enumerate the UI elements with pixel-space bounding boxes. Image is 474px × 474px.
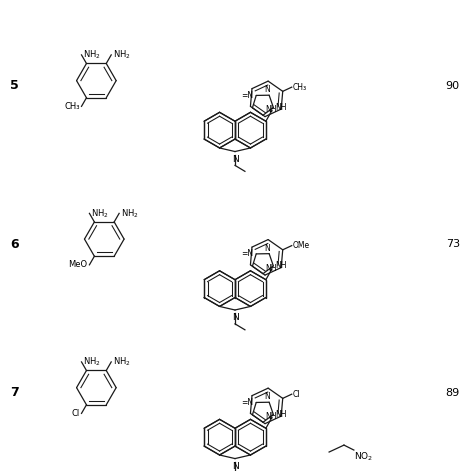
Text: CH₃: CH₃ xyxy=(293,82,307,91)
Text: NO$_2$: NO$_2$ xyxy=(354,451,373,463)
Text: Cl: Cl xyxy=(71,409,80,418)
Text: N: N xyxy=(232,462,238,471)
Text: NH$_2$: NH$_2$ xyxy=(91,207,109,219)
Text: =N: =N xyxy=(241,398,253,407)
Text: N: N xyxy=(232,155,238,164)
Text: 90: 90 xyxy=(446,81,460,91)
Text: =N: =N xyxy=(241,91,253,100)
Text: =N: =N xyxy=(241,249,253,258)
Text: NH: NH xyxy=(275,103,287,112)
Text: NH$_2$: NH$_2$ xyxy=(83,356,100,368)
Text: NH: NH xyxy=(265,264,276,273)
Text: Cl: Cl xyxy=(293,390,300,399)
Text: N: N xyxy=(232,313,238,322)
Text: NH: NH xyxy=(265,412,276,421)
Text: 73: 73 xyxy=(446,239,460,249)
Text: NH$_2$: NH$_2$ xyxy=(120,207,138,219)
Text: MeO: MeO xyxy=(68,260,87,269)
Text: 5: 5 xyxy=(10,79,19,92)
Text: NH$_2$: NH$_2$ xyxy=(83,49,100,61)
Text: NH: NH xyxy=(265,105,276,114)
Text: OMe: OMe xyxy=(293,241,310,250)
Text: N: N xyxy=(264,244,270,253)
Text: N: N xyxy=(264,392,270,401)
Text: CH₃: CH₃ xyxy=(64,102,80,111)
Text: 7: 7 xyxy=(10,386,19,399)
Text: NH: NH xyxy=(275,410,287,419)
Text: 89: 89 xyxy=(446,388,460,398)
Text: N: N xyxy=(264,85,270,94)
Text: NH$_2$: NH$_2$ xyxy=(113,49,130,61)
Text: NH$_2$: NH$_2$ xyxy=(113,356,130,368)
Text: 6: 6 xyxy=(10,237,19,251)
Text: NH: NH xyxy=(275,261,287,270)
